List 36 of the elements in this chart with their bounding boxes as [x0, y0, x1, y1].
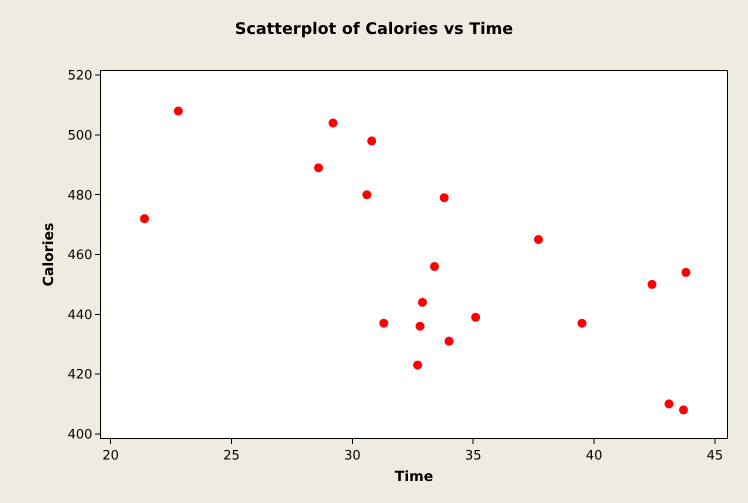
point: [314, 163, 324, 172]
point: [413, 360, 422, 370]
point: [534, 235, 543, 244]
y-tick-label: 500: [68, 128, 92, 144]
point: [664, 399, 674, 408]
y-tick-label: 440: [68, 308, 92, 323]
point: [678, 405, 688, 414]
x-tick-label: 20: [102, 448, 119, 464]
point: [648, 280, 657, 289]
y-axis-title: Calories: [41, 222, 58, 286]
point: [416, 322, 425, 331]
x-tick-label: 25: [223, 448, 240, 464]
x-tick-label: 45: [706, 448, 724, 464]
point: [681, 268, 690, 277]
x-tick-label: 30: [344, 448, 361, 464]
y-tick-label: 520: [68, 68, 92, 84]
y-tick-label: 480: [68, 188, 92, 204]
x-axis-title: Time: [394, 468, 434, 485]
point: [140, 214, 150, 224]
point: [362, 190, 372, 200]
y-tick-label: 460: [68, 248, 92, 264]
point: [418, 298, 427, 307]
chart-title: Scatterplot of Calories vs Time: [234, 18, 514, 38]
point: [174, 106, 183, 116]
point: [471, 312, 480, 322]
x-tick-label: 40: [586, 448, 602, 464]
point: [379, 318, 388, 328]
y-tick-label: 400: [68, 427, 92, 442]
point: [367, 136, 376, 146]
point: [577, 318, 586, 328]
x-tick-label: 35: [464, 448, 482, 464]
point: [444, 336, 454, 346]
point: [328, 118, 338, 128]
point: [440, 193, 449, 202]
y-tick-label: 420: [68, 368, 92, 383]
point: [430, 262, 440, 271]
